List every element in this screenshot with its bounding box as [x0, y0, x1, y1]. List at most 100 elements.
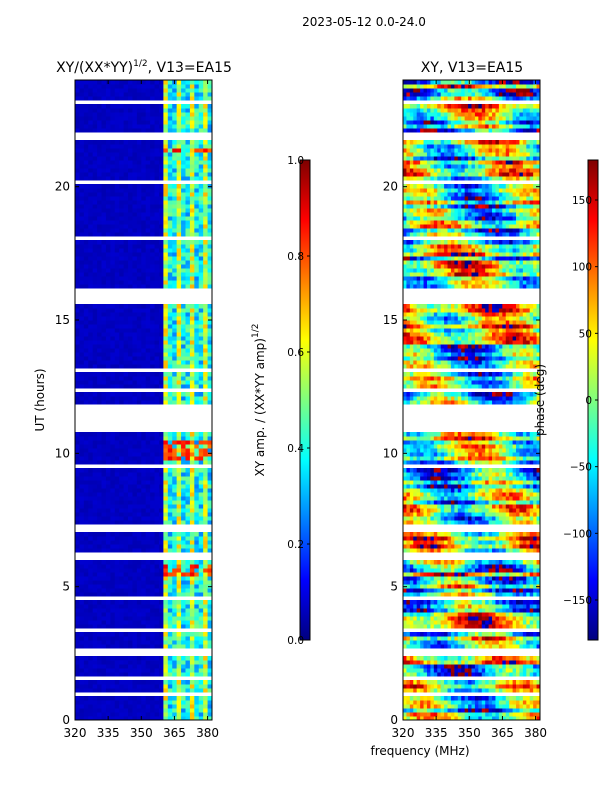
heatmap-cell: [198, 264, 204, 269]
heatmap-cell: [181, 592, 186, 597]
heatmap-cell: [110, 268, 116, 273]
heatmap-cell: [141, 116, 147, 121]
heatmap-cell: [110, 308, 116, 313]
heatmap-cell: [132, 504, 138, 509]
heatmap-cell: [141, 192, 147, 197]
flagged-row: [75, 428, 212, 432]
heatmap-cell: [167, 612, 173, 617]
heatmap-cell: [430, 644, 435, 649]
heatmap-cell: [185, 664, 191, 669]
heatmap-cell: [114, 324, 120, 329]
heatmap-cell: [194, 392, 200, 397]
heatmap-cell: [416, 660, 421, 665]
heatmap-cell: [167, 644, 173, 649]
heatmap-cell: [181, 88, 186, 93]
heatmap-cell: [88, 260, 94, 265]
heatmap-cell: [176, 696, 182, 701]
heatmap-cell: [181, 716, 186, 720]
heatmap-cell: [128, 248, 133, 253]
heatmap-cell: [207, 664, 212, 669]
heatmap-cell: [420, 660, 425, 665]
heatmap-cell: [167, 468, 173, 473]
heatmap-cell: [198, 356, 204, 361]
heatmap-cell: [101, 316, 107, 321]
heatmap-cell: [123, 620, 129, 625]
heatmap-cell: [123, 564, 129, 569]
heatmap-cell: [132, 168, 138, 173]
heatmap-cell: [176, 520, 182, 525]
heatmap-cell: [97, 328, 103, 333]
heatmap-cell: [167, 712, 173, 717]
heatmap-cell: [198, 312, 204, 317]
heatmap-cell: [488, 680, 493, 685]
heatmap-cell: [75, 344, 80, 349]
heatmap-cell: [110, 708, 116, 713]
heatmap-cell: [92, 436, 98, 441]
heatmap-cell: [101, 308, 107, 313]
heatmap-cell: [141, 568, 147, 573]
heatmap-cell: [488, 640, 493, 645]
heatmap-cell: [185, 640, 191, 645]
heatmap-cell: [75, 396, 80, 401]
heatmap-cell: [409, 688, 414, 693]
heatmap-cell: [136, 248, 142, 253]
heatmap-cell: [105, 588, 111, 593]
heatmap-cell: [444, 704, 449, 709]
heatmap-cell: [403, 636, 407, 641]
heatmap-cell: [519, 624, 524, 629]
heatmap-cell: [194, 472, 200, 477]
heatmap-cell: [110, 396, 116, 401]
heatmap-cell: [92, 444, 98, 449]
heatmap-cell: [176, 616, 182, 621]
heatmap-cell: [101, 584, 107, 589]
heatmap-cell: [136, 680, 142, 685]
heatmap-cell: [114, 604, 120, 609]
heatmap-cell: [123, 400, 129, 405]
heatmap-cell: [172, 268, 178, 273]
heatmap-cell: [181, 244, 186, 249]
heatmap-cell: [522, 644, 527, 649]
heatmap-cell: [163, 252, 169, 257]
heatmap-cell: [454, 632, 459, 637]
heatmap-cell: [119, 140, 125, 145]
heatmap-cell: [79, 240, 85, 245]
heatmap-cell: [167, 504, 173, 509]
heatmap-cell: [203, 468, 209, 473]
heatmap-cell: [158, 472, 164, 477]
heatmap-cell: [176, 716, 182, 720]
heatmap-cell: [154, 340, 160, 345]
heatmap-cell: [176, 688, 182, 693]
heatmap-cell: [485, 640, 490, 645]
heatmap-cell: [114, 592, 120, 597]
heatmap-cell: [92, 608, 98, 613]
heatmap-cell: [409, 644, 414, 649]
heatmap-cell: [145, 144, 151, 149]
heatmap-cell: [181, 456, 186, 461]
heatmap-cell: [189, 144, 195, 149]
heatmap-cell: [150, 396, 156, 401]
heatmap-cell: [526, 656, 531, 661]
heatmap-cell: [181, 620, 186, 625]
heatmap-cell: [132, 204, 138, 209]
heatmap-cell: [529, 696, 534, 701]
heatmap-cell: [141, 188, 147, 193]
heatmap-cell: [83, 708, 89, 713]
heatmap-cell: [163, 656, 169, 661]
heatmap-cell: [92, 540, 98, 545]
heatmap-cell: [97, 84, 103, 89]
heatmap-cell: [163, 696, 169, 701]
heatmap-cell: [141, 304, 147, 309]
heatmap-cell: [105, 448, 111, 453]
heatmap-cell: [203, 184, 209, 189]
heatmap-cell: [185, 324, 191, 329]
heatmap-cell: [498, 696, 503, 701]
heatmap-cell: [88, 688, 94, 693]
heatmap-cell: [92, 348, 98, 353]
heatmap-cell: [114, 664, 120, 669]
heatmap-cell: [141, 384, 147, 389]
heatmap-cell: [176, 644, 182, 649]
heatmap-cell: [114, 256, 120, 261]
heatmap-cell: [105, 644, 111, 649]
heatmap-cell: [119, 672, 125, 677]
heatmap-cell: [145, 608, 151, 613]
